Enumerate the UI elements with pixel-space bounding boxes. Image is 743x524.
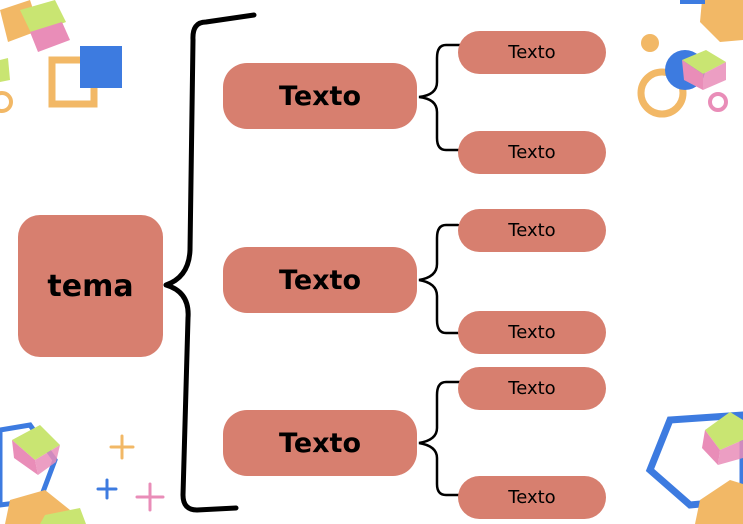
leaf-node-3-2: Texto	[458, 476, 606, 519]
leaf-node-3-1: Texto	[458, 367, 606, 410]
square-icon	[80, 46, 122, 88]
ring-icon	[637, 68, 687, 118]
branch-brace-2	[418, 223, 460, 335]
branch-node-3: Texto	[223, 410, 417, 476]
leaf-node-label: Texto	[508, 42, 556, 63]
plus-icons	[96, 434, 165, 512]
leaf-node-label: Texto	[508, 378, 556, 399]
leaf-node-label: Texto	[508, 142, 556, 163]
leaf-node-label: Texto	[508, 220, 556, 241]
main-brace	[163, 12, 257, 513]
cube-fragment-icon	[0, 58, 10, 82]
branch-brace-1	[418, 43, 462, 152]
dot-icon	[641, 34, 659, 52]
branch-node-1: Texto	[223, 63, 417, 129]
leaf-node-label: Texto	[508, 322, 556, 343]
branch-node-label: Texto	[278, 80, 361, 112]
branch-brace-3	[418, 380, 462, 497]
leaf-node-2-1: Texto	[458, 209, 606, 252]
leaf-node-1-2: Texto	[458, 131, 606, 174]
root-node-label: tema	[47, 268, 134, 304]
hexagon-icon	[695, 480, 743, 524]
ring-icon	[708, 92, 728, 112]
cube-icon	[0, 0, 70, 52]
branch-node-label: Texto	[278, 427, 361, 459]
leaf-node-1-1: Texto	[458, 31, 606, 74]
cube-icon	[12, 425, 60, 475]
branch-node-2: Texto	[223, 247, 417, 313]
cube-icon	[682, 50, 726, 90]
branch-node-label: Texto	[278, 264, 361, 296]
leaf-node-2-2: Texto	[458, 311, 606, 354]
hexagon-icon	[700, 0, 743, 42]
leaf-node-label: Texto	[508, 487, 556, 508]
cube-icon	[702, 412, 743, 465]
ring-icon	[0, 91, 13, 113]
hexagon-outline-icon	[0, 422, 58, 508]
root-node: tema	[18, 215, 163, 357]
